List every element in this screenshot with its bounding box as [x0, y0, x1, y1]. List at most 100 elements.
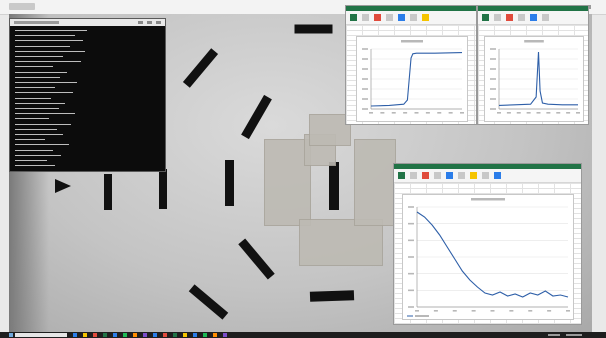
excel-window[interactable]	[345, 5, 477, 125]
y-tick-label-placeholder	[362, 48, 368, 50]
y-tick-label-placeholder	[362, 108, 368, 110]
taskbar-app-icon[interactable]	[103, 333, 107, 337]
x-tick-label-placeholder	[415, 310, 419, 312]
chart-area[interactable]	[484, 36, 584, 122]
excel-ribbon-icon[interactable]	[386, 14, 393, 21]
excel-window[interactable]	[477, 5, 589, 125]
windows-start-icon[interactable]	[9, 333, 13, 337]
taskbar-app-icon[interactable]	[83, 333, 87, 337]
excel-ribbon-icon[interactable]	[410, 14, 417, 21]
console-line	[15, 102, 65, 104]
x-tick-label-placeholder	[471, 310, 476, 312]
console-line	[15, 76, 60, 78]
y-tick-label-placeholder	[362, 58, 368, 60]
marker-bar	[241, 94, 272, 140]
y-tick-label-placeholder	[362, 98, 368, 100]
excel-ribbon-icon[interactable]	[494, 14, 501, 21]
excel-ribbon-icon[interactable]	[494, 172, 501, 179]
y-tick-label-placeholder	[408, 206, 414, 208]
excel-ribbon	[346, 11, 476, 25]
excel-title-bar	[478, 6, 588, 11]
y-tick-label-placeholder	[408, 306, 414, 308]
taskbar-app-icon[interactable]	[223, 333, 227, 337]
x-tick-label-placeholder	[460, 112, 464, 114]
legend-label-placeholder	[415, 315, 429, 317]
excel-ribbon-icon[interactable]	[518, 14, 525, 21]
chart-title-placeholder	[401, 40, 423, 43]
excel-ribbon-icon[interactable]	[422, 172, 429, 179]
taskbar-app-icon[interactable]	[203, 333, 207, 337]
excel-ribbon-icon[interactable]	[398, 172, 405, 179]
series-line	[370, 52, 463, 107]
excel-ribbon-icon[interactable]	[530, 14, 537, 21]
excel-window[interactable]	[393, 163, 582, 325]
x-tick-label-placeholder	[566, 112, 571, 114]
system-tray-icons[interactable]	[548, 334, 560, 336]
minimize-icon[interactable]	[138, 21, 143, 24]
taskbar-clock[interactable]	[566, 334, 582, 336]
taskbar-app-icon[interactable]	[163, 333, 167, 337]
excel-ribbon-icon[interactable]	[422, 14, 429, 21]
excel-ribbon-icon[interactable]	[446, 172, 453, 179]
y-tick-label-placeholder	[408, 289, 414, 292]
taskbar-app-icon[interactable]	[113, 333, 117, 337]
console-caption	[14, 21, 59, 24]
excel-ribbon-icon[interactable]	[350, 14, 357, 21]
excel-ribbon-icon[interactable]	[482, 14, 489, 21]
marker-bar	[329, 162, 339, 210]
chart-area[interactable]	[356, 36, 468, 122]
excel-ribbon-icon[interactable]	[542, 14, 549, 21]
x-tick-label-placeholder	[391, 112, 396, 114]
browser-tab[interactable]	[9, 3, 35, 10]
y-tick-label-placeholder	[490, 108, 496, 110]
x-tick-label-placeholder	[433, 310, 438, 312]
excel-ribbon-icon[interactable]	[398, 14, 405, 21]
excel-ribbon-icon[interactable]	[506, 14, 513, 21]
marker-bar	[188, 284, 229, 320]
taskbar-app-icon[interactable]	[123, 333, 127, 337]
tape-patch	[354, 139, 396, 226]
console-window[interactable]	[9, 18, 166, 172]
close-icon[interactable]	[156, 21, 161, 24]
x-tick-label-placeholder	[414, 112, 419, 114]
taskbar-app-icon[interactable]	[213, 333, 217, 337]
excel-ribbon-icon[interactable]	[362, 14, 369, 21]
taskbar-app-icon[interactable]	[173, 333, 177, 337]
x-tick-label-placeholder	[369, 112, 373, 114]
taskbar-app-icon[interactable]	[93, 333, 97, 337]
excel-ribbon-icon[interactable]	[374, 14, 381, 21]
excel-ribbon-icon[interactable]	[410, 172, 417, 179]
console-line	[15, 165, 55, 167]
marker-bar	[309, 290, 355, 302]
console-line	[15, 40, 83, 42]
marker-bar	[225, 160, 234, 206]
chart-area[interactable]	[402, 194, 574, 320]
chart-title-placeholder	[524, 40, 544, 43]
marker-bar	[159, 169, 167, 209]
taskbar-app-icon[interactable]	[183, 333, 187, 337]
x-tick-label-placeholder	[576, 112, 580, 114]
y-tick-label-placeholder	[408, 239, 414, 242]
taskbar-app-icon[interactable]	[73, 333, 77, 337]
x-tick-label-placeholder	[556, 112, 561, 114]
y-tick-label-placeholder	[490, 88, 496, 90]
excel-ribbon-icon[interactable]	[470, 172, 477, 179]
maximize-icon[interactable]	[147, 21, 152, 24]
x-tick-label-placeholder	[380, 112, 385, 114]
marker-bar	[104, 174, 112, 210]
close-icon[interactable]	[587, 5, 591, 9]
excel-ribbon-icon[interactable]	[482, 172, 489, 179]
excel-ribbon-icon[interactable]	[458, 172, 465, 179]
taskbar-app-icon[interactable]	[193, 333, 197, 337]
console-line	[15, 97, 51, 99]
console-title-bar	[10, 19, 165, 26]
taskbar-search-box[interactable]	[15, 333, 67, 337]
console-line	[15, 123, 71, 125]
console-line	[15, 149, 53, 151]
taskbar-app-icon[interactable]	[153, 333, 157, 337]
excel-ribbon-icon[interactable]	[434, 172, 441, 179]
taskbar-app-icon[interactable]	[133, 333, 137, 337]
console-line	[15, 139, 45, 141]
x-tick-label-placeholder	[526, 112, 531, 114]
taskbar-app-icon[interactable]	[143, 333, 147, 337]
